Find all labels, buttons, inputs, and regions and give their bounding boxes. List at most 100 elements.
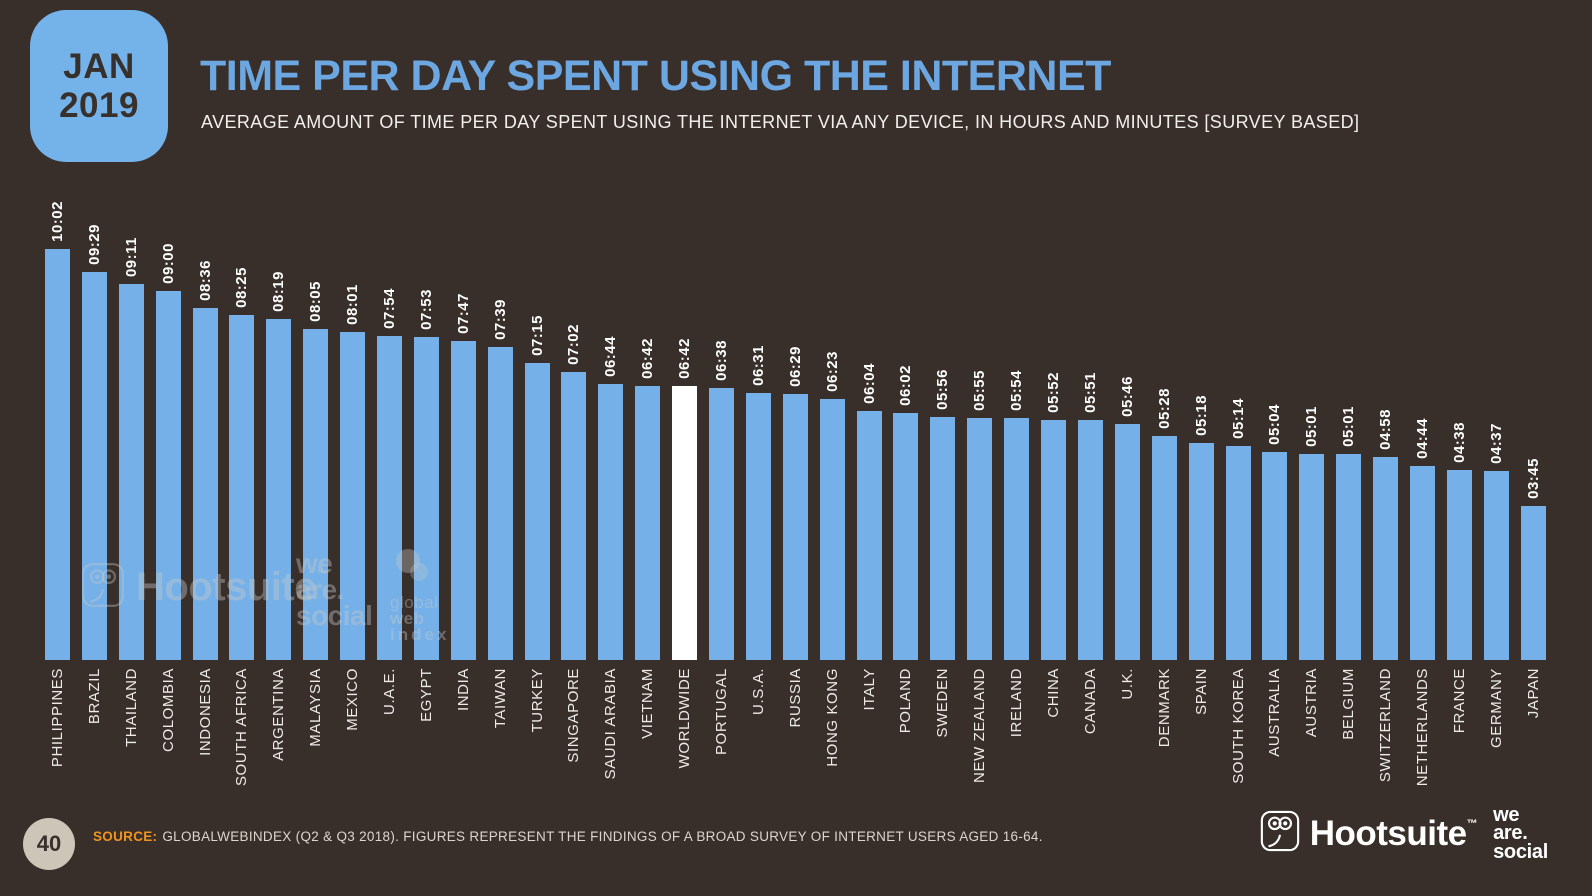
bar-value-label: 05:28: [1155, 388, 1173, 429]
bar-column: 07:39: [487, 299, 513, 660]
category-label: INDONESIA: [196, 668, 214, 756]
bar-sweden: [930, 417, 956, 660]
category-label: AUSTRIA: [1303, 668, 1321, 738]
bar-column: 06:38: [709, 340, 735, 660]
bar-column: 05:55: [967, 370, 993, 660]
bar-value-label: 06:02: [897, 365, 915, 406]
category-label: BELGIUM: [1340, 668, 1358, 740]
bar-china: [1041, 420, 1067, 660]
bar-saudi-arabia: [598, 384, 624, 660]
category-label: ITALY: [860, 668, 878, 711]
bar-value-label: 05:14: [1229, 398, 1247, 439]
category-label: U.S.A.: [749, 668, 767, 715]
bar-value-label: 08:01: [344, 284, 362, 325]
bar-japan: [1520, 506, 1546, 660]
category-label: DENMARK: [1155, 668, 1173, 748]
bar-poland: [893, 413, 919, 660]
bar-germany: [1483, 471, 1509, 660]
bar-column: 06:42: [635, 338, 661, 660]
bar-value-label: 05:54: [1008, 370, 1026, 411]
category-label: U.A.E.: [381, 668, 399, 715]
bar-column: 08:05: [303, 281, 329, 660]
bar-column: 07:15: [524, 315, 550, 660]
bar-taiwan: [487, 347, 513, 660]
bar-column: 05:46: [1114, 376, 1140, 660]
bar-value-label: 05:51: [1081, 372, 1099, 413]
bar-value-label: 07:39: [491, 299, 509, 340]
bar-column: 05:18: [1188, 395, 1214, 660]
bar-column: 06:42: [672, 338, 698, 660]
page-title: TIME PER DAY SPENT USING THE INTERNET: [200, 52, 1111, 100]
bar-value-label: 05:46: [1118, 376, 1136, 417]
category-label: VIETNAM: [639, 668, 657, 739]
bar-column: 07:02: [561, 324, 587, 660]
bar-column: 05:28: [1151, 388, 1177, 660]
category-label: PHILIPPINES: [49, 668, 66, 768]
category-label: CANADA: [1081, 668, 1099, 735]
bar-egypt: [413, 337, 439, 660]
bar-column: 08:36: [192, 260, 218, 660]
bar-column: 04:38: [1446, 422, 1472, 660]
bar-value-label: 09:29: [85, 224, 103, 265]
date-badge: JAN 2019: [30, 10, 168, 162]
bar-value-label: 05:01: [1340, 406, 1358, 447]
bar-denmark: [1151, 436, 1177, 660]
bar-portugal: [709, 388, 735, 660]
category-label: U.K.: [1118, 668, 1136, 700]
hootsuite-watermark: Hootsuite™: [80, 560, 328, 615]
category-label: SPAIN: [1192, 668, 1210, 715]
bar-netherlands: [1409, 466, 1435, 660]
bar-column: 08:19: [266, 271, 292, 660]
bar-switzerland: [1373, 457, 1399, 660]
bar-indonesia: [192, 308, 218, 660]
bar-value-label: 07:53: [417, 289, 435, 330]
bar-france: [1446, 470, 1472, 660]
bar-column: 04:58: [1373, 409, 1399, 660]
bar-u-k: [1114, 424, 1140, 660]
category-label: THAILAND: [122, 668, 140, 747]
category-label: GERMANY: [1487, 668, 1505, 749]
bar-column: 09:00: [155, 243, 181, 660]
badge-year: 2019: [59, 86, 139, 125]
globalwebindex-icon: [392, 548, 485, 595]
hootsuite-owl-icon: [80, 560, 126, 615]
bar-column: 05:56: [930, 369, 956, 660]
bar-value-label: 05:55: [971, 370, 989, 411]
hootsuite-watermark-text: Hootsuite™: [136, 565, 328, 609]
category-label: RUSSIA: [786, 668, 804, 728]
category-label: SAUDI ARABIA: [602, 668, 620, 780]
category-label: NEW ZEALAND: [971, 668, 989, 783]
bar-value-label: 06:42: [639, 338, 657, 379]
category-label: SOUTH KOREA: [1229, 668, 1247, 784]
page-subtitle: AVERAGE AMOUNT OF TIME PER DAY SPENT USI…: [201, 112, 1360, 132]
bar-worldwide: [672, 386, 698, 660]
bar-ireland: [1004, 418, 1030, 660]
bar-value-label: 06:42: [676, 338, 694, 379]
bar-value-label: 03:45: [1524, 458, 1542, 499]
bar-value-label: 04:44: [1413, 418, 1431, 459]
bar-column: 07:53: [413, 289, 439, 660]
bar-column: 05:01: [1299, 406, 1325, 660]
bar-south-africa: [229, 315, 255, 660]
bar-u-a-e: [377, 336, 403, 660]
source-note: SOURCE: GLOBALWEBINDEX (Q2 & Q3 2018). FI…: [93, 829, 1043, 844]
bar-u-s-a: [745, 393, 771, 660]
bar-philippines: [45, 249, 70, 660]
bar-value-label: 08:05: [307, 281, 325, 322]
bar-column: 07:47: [450, 293, 476, 660]
category-label: AUSTRALIA: [1266, 668, 1284, 757]
category-label: IRELAND: [1008, 668, 1026, 738]
globalwebindex-watermark: global web index: [390, 548, 485, 643]
bar-value-label: 07:15: [528, 315, 546, 356]
badge-month: JAN: [63, 46, 135, 86]
bar-value-label: 07:47: [454, 293, 472, 334]
bar-column: 05:01: [1336, 406, 1362, 660]
bar-column: 08:25: [229, 267, 255, 660]
bar-singapore: [561, 372, 587, 660]
bar-new-zealand: [967, 418, 993, 660]
bar-canada: [1077, 420, 1103, 660]
bar-brazil: [81, 272, 107, 660]
bar-column: 03:45: [1520, 458, 1546, 660]
bar-value-label: 04:37: [1487, 423, 1505, 464]
category-label: INDIA: [454, 668, 472, 712]
